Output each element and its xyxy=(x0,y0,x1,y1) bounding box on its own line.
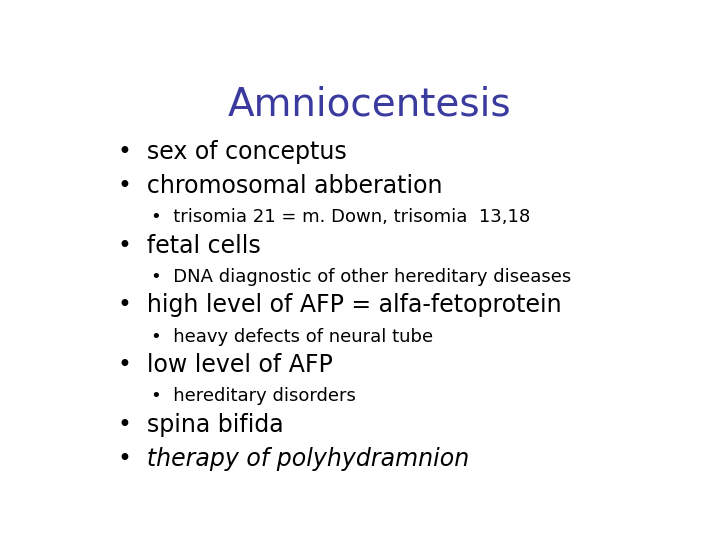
Text: •  DNA diagnostic of other hereditary diseases: • DNA diagnostic of other hereditary dis… xyxy=(151,268,572,286)
Text: •  heavy defects of neural tube: • heavy defects of neural tube xyxy=(151,328,433,346)
Text: •  chromosomal abberation: • chromosomal abberation xyxy=(118,174,442,198)
Text: •  sex of conceptus: • sex of conceptus xyxy=(118,140,346,164)
Text: •  hereditary disorders: • hereditary disorders xyxy=(151,388,356,406)
Text: Amniocentesis: Amniocentesis xyxy=(228,85,510,124)
Text: •  high level of AFP = alfa-fetoprotein: • high level of AFP = alfa-fetoprotein xyxy=(118,293,562,318)
Text: •  therapy of polyhydramnion: • therapy of polyhydramnion xyxy=(118,447,469,471)
Text: •  spina bifida: • spina bifida xyxy=(118,413,284,437)
Text: •  trisomia 21 = m. Down, trisomia  13,18: • trisomia 21 = m. Down, trisomia 13,18 xyxy=(151,208,531,226)
Text: •  fetal cells: • fetal cells xyxy=(118,234,261,258)
Text: •  low level of AFP: • low level of AFP xyxy=(118,353,333,377)
